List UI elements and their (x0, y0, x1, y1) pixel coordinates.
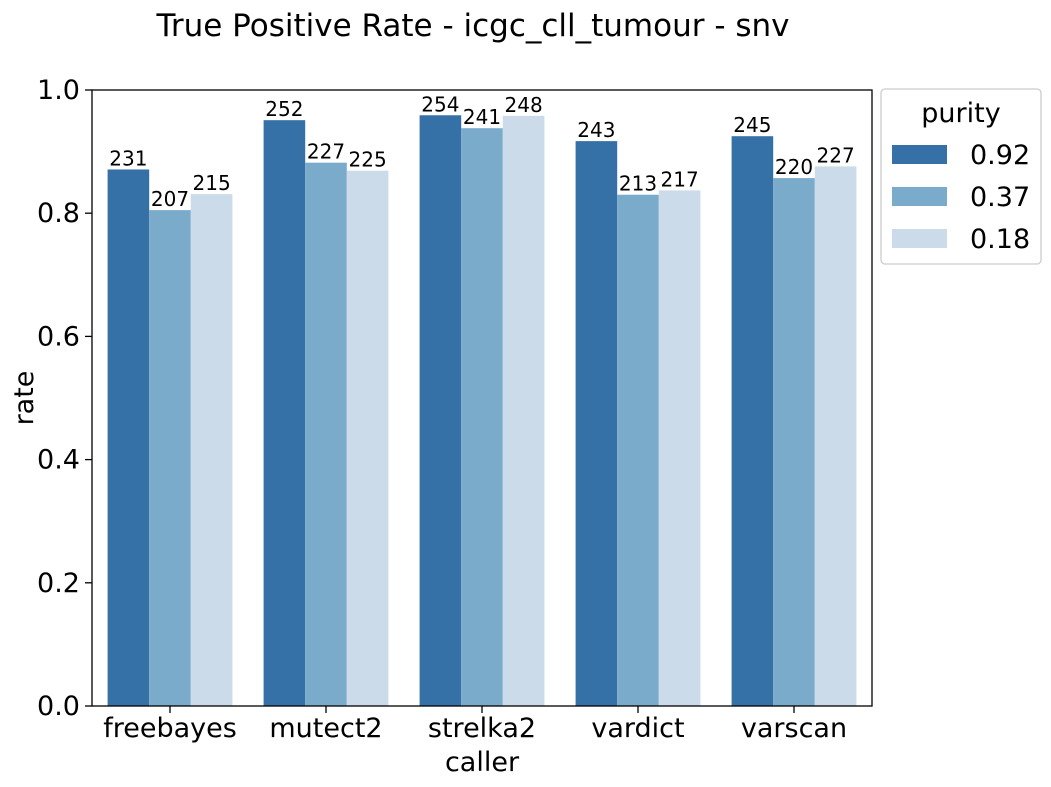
bar-value-label: 254 (421, 92, 459, 116)
legend-title: purity (921, 98, 1000, 129)
bar (190, 194, 233, 706)
legend: purity 0.92 0.37 0.18 (880, 88, 1042, 265)
bar-value-label: 227 (307, 140, 345, 164)
legend-entry-label: 0.92 (970, 140, 1030, 171)
x-tick-label: freebayes (103, 713, 237, 744)
bar (461, 128, 503, 706)
y-axis: 0.0 0.2 0.4 0.6 0.8 1.0 (37, 75, 92, 722)
bar-value-label: 225 (349, 148, 387, 172)
legend-entry-label: 0.18 (970, 224, 1030, 255)
chart-title: True Positive Rate - icgc_cll_tumour - s… (155, 8, 789, 44)
y-axis-label: rate (9, 371, 40, 426)
legend-frame (880, 88, 1042, 265)
legend-swatch (892, 145, 947, 164)
legend-swatch (892, 229, 947, 248)
bar (346, 170, 389, 707)
x-axis-label: caller (445, 747, 520, 778)
y-tick-label: 0.6 (37, 321, 80, 352)
bar-value-label: 243 (577, 118, 615, 142)
legend-swatch (892, 187, 947, 206)
bar-value-label: 227 (817, 143, 855, 167)
bar (305, 162, 347, 707)
bar (107, 169, 150, 707)
y-tick-label: 0.4 (37, 445, 80, 476)
x-tick-label: varscan (741, 713, 847, 744)
x-tick-label: mutect2 (269, 713, 382, 744)
bar-value-label: 215 (193, 171, 231, 195)
x-tick-label: strelka2 (428, 713, 536, 744)
bar-value-label: 252 (265, 97, 303, 121)
bar (731, 136, 774, 706)
y-tick-label: 1.0 (37, 75, 80, 106)
bar-value-label: 213 (619, 172, 657, 196)
y-tick-label: 0.2 (37, 568, 80, 599)
bar-value-label: 245 (733, 113, 771, 137)
bar (814, 166, 857, 706)
bar (773, 178, 815, 706)
bar-value-label: 207 (151, 187, 189, 211)
y-tick-label: 0.8 (37, 198, 80, 229)
bar (617, 194, 659, 706)
x-axis: freebayes mutect2 strelka2 vardict varscan (103, 706, 847, 744)
bar-value-label: 241 (463, 105, 501, 129)
plot-area: 231 252 254 243 245 207 227 241 213 220 215 225 248 2… (107, 92, 857, 707)
bar (658, 190, 701, 706)
legend-entry-label: 0.37 (970, 182, 1030, 213)
bar (149, 210, 191, 706)
x-tick-label: vardict (591, 713, 684, 744)
bar (502, 115, 545, 706)
bar-value-label: 248 (505, 93, 543, 117)
y-tick-label: 0.0 (37, 691, 80, 722)
bar (263, 120, 306, 706)
bar (575, 141, 618, 707)
bar-value-label: 231 (109, 146, 147, 170)
bar-value-label: 220 (775, 155, 813, 179)
bar (419, 115, 462, 707)
bar-value-label: 217 (661, 167, 699, 191)
